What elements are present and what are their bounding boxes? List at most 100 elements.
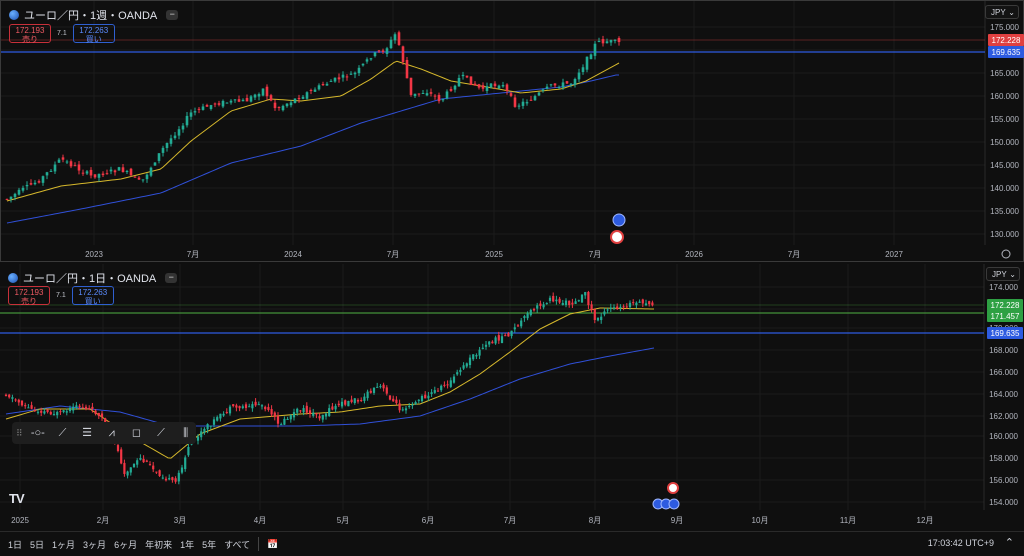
candle [417, 399, 420, 401]
collapse-legend-icon[interactable]: − [166, 10, 179, 20]
time-tick-label: 7月 [504, 516, 516, 525]
slow-moving-average [5, 347, 655, 427]
candle [59, 411, 62, 413]
candle [177, 472, 180, 482]
candle [153, 162, 157, 166]
candle [401, 409, 404, 411]
time-tick-label: 7月 [187, 250, 199, 259]
candle [203, 428, 206, 433]
price-tick-label: 162.000 [989, 412, 1018, 421]
candle [413, 93, 417, 97]
candle [369, 58, 373, 60]
support-level-badge [988, 46, 1024, 58]
weekly-chart-canvas[interactable]: 175.000170.000165.000160.000155.000150.0… [1, 1, 1024, 263]
candle [251, 404, 254, 409]
candle [260, 405, 264, 407]
candle [126, 471, 129, 476]
last-price-badge [987, 299, 1023, 311]
chevron-up-icon[interactable]: ⌃ [1004, 537, 1014, 549]
path-icon[interactable]: ⩘ [108, 427, 115, 439]
range-5d-button[interactable]: 5日 [30, 539, 45, 550]
candle [545, 303, 548, 305]
drawing-toolbar[interactable]: ⠿ -○- ⟋ ☰ ⩘ ◻ ⟋ ⫼ [12, 422, 196, 444]
chevron-down-icon: ⌄ [1008, 8, 1015, 17]
range-ytd-button[interactable]: 年初来 [145, 539, 173, 550]
candle [206, 424, 209, 430]
candle [29, 183, 33, 185]
candle [424, 394, 427, 399]
candle [393, 34, 397, 41]
candle [481, 347, 484, 349]
daily-buy-label: 買い [84, 297, 101, 306]
daily-buy-button[interactable]: 172.263 買い [71, 286, 114, 306]
candle [507, 333, 510, 337]
candle [440, 385, 443, 391]
collapse-legend-icon[interactable]: − [165, 273, 178, 283]
candle [459, 369, 462, 373]
candle [465, 75, 469, 78]
horizontal-line-icon[interactable]: -○- [30, 427, 45, 439]
drag-handle-icon[interactable]: ⠿ [16, 427, 23, 438]
candle [537, 92, 541, 96]
range-1m-button[interactable]: 1ヶ月 [52, 539, 76, 550]
candle [158, 470, 161, 476]
candle [185, 115, 189, 126]
go-to-date-icon[interactable]: 📅 [267, 538, 279, 549]
time-tick-label: 8月 [589, 516, 601, 525]
candle [248, 406, 251, 408]
range-all-button[interactable]: すべて [224, 539, 251, 550]
daily-chart-canvas[interactable]: 174.000172.000170.000168.000166.000164.0… [0, 264, 1024, 530]
weekly-currency-button[interactable]: JPY ⌄ [985, 5, 1019, 19]
candle [526, 313, 529, 319]
range-3m-button[interactable]: 3ヶ月 [83, 539, 107, 550]
candle [65, 161, 69, 163]
candle [113, 170, 117, 173]
clock-readout[interactable]: 17:03:42 UTC+9 [927, 538, 994, 548]
weekly-sell-button[interactable]: 172.193 売り [9, 24, 51, 44]
candle [165, 143, 169, 148]
rectangle-icon[interactable]: ◻ [131, 427, 141, 439]
candle [377, 50, 381, 52]
candle [475, 355, 478, 357]
trend-line-icon[interactable]: ⟋ [58, 427, 67, 439]
candle [174, 478, 177, 482]
range-1y-button[interactable]: 1年 [180, 539, 195, 550]
time-tick-label: 7月 [788, 250, 800, 259]
daily-sell-button[interactable]: 172.193 売り [8, 286, 50, 306]
price-tick-label: 166.000 [989, 368, 1018, 377]
candle [136, 460, 139, 465]
candle [437, 94, 441, 102]
candle [596, 317, 600, 321]
candle [273, 412, 276, 417]
tradingview-logo[interactable]: TV [9, 491, 25, 506]
candle [200, 431, 203, 438]
range-1d-button[interactable]: 1日 [8, 539, 23, 550]
candle [462, 365, 465, 369]
bars-pattern-icon[interactable]: ⫼ [183, 427, 189, 439]
candle [209, 105, 213, 110]
candle [145, 174, 149, 180]
candle [49, 170, 53, 172]
daily-currency-button[interactable]: JPY ⌄ [986, 267, 1020, 281]
weekly-buy-button[interactable]: 172.263 買い [72, 24, 115, 44]
parallel-channel-icon[interactable]: ☰ [82, 427, 93, 439]
candle [269, 95, 273, 101]
daily-chart-pane[interactable]: 174.000172.000170.000168.000166.000164.0… [0, 264, 1024, 530]
candle [238, 406, 241, 409]
candle [585, 56, 589, 70]
candle [590, 304, 593, 311]
ray-icon[interactable]: ⟋ [157, 427, 165, 439]
weekly-chart-pane[interactable]: 175.000170.000165.000160.000155.000150.0… [0, 0, 1024, 262]
range-5y-button[interactable]: 5年 [202, 539, 217, 550]
candle [73, 165, 77, 167]
candle [571, 302, 574, 305]
candle [61, 157, 65, 160]
last-price-badge-text: 172.228 [991, 301, 1020, 310]
candle [363, 396, 366, 401]
range-6m-button[interactable]: 6ヶ月 [114, 539, 138, 550]
candle [14, 399, 17, 401]
candle [341, 74, 345, 78]
candle [301, 96, 305, 99]
candle [283, 418, 286, 425]
candle [43, 411, 46, 414]
